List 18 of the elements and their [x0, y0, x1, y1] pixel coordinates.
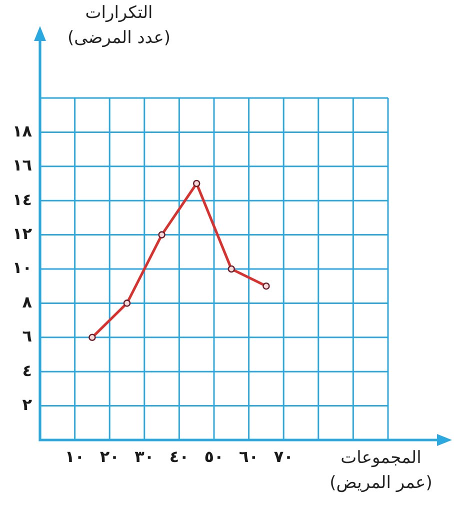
- y-tick-label: ١٤: [12, 190, 32, 209]
- y-tick-label: ١٦: [12, 156, 32, 175]
- x-tick-label: ٣٠: [134, 446, 154, 466]
- y-tick-label: ٤: [22, 360, 32, 380]
- y-tick-label: ١٠: [12, 258, 32, 278]
- y-tick-label: ١٨: [12, 121, 32, 140]
- y-tick-label: ٢: [22, 394, 32, 414]
- y-tick-label: ٦: [22, 326, 32, 346]
- x-tick-label: ٦٠: [239, 446, 259, 466]
- y-tick-label: ١٢: [12, 224, 32, 243]
- x-tick-label: ٧٠: [274, 446, 294, 466]
- x-tick-label: ٥٠: [204, 446, 224, 466]
- x-tick-label: ١٠: [65, 446, 85, 466]
- y-tick-label: ٨: [22, 292, 32, 312]
- x-tick-label: ٤٠: [169, 446, 189, 466]
- y-axis-title: التكرارات (عدد المرضى): [67, 2, 171, 50]
- x-tick-label: ٢٠: [100, 446, 120, 466]
- x-axis-title: المجموعات (عمر المريض): [330, 447, 432, 495]
